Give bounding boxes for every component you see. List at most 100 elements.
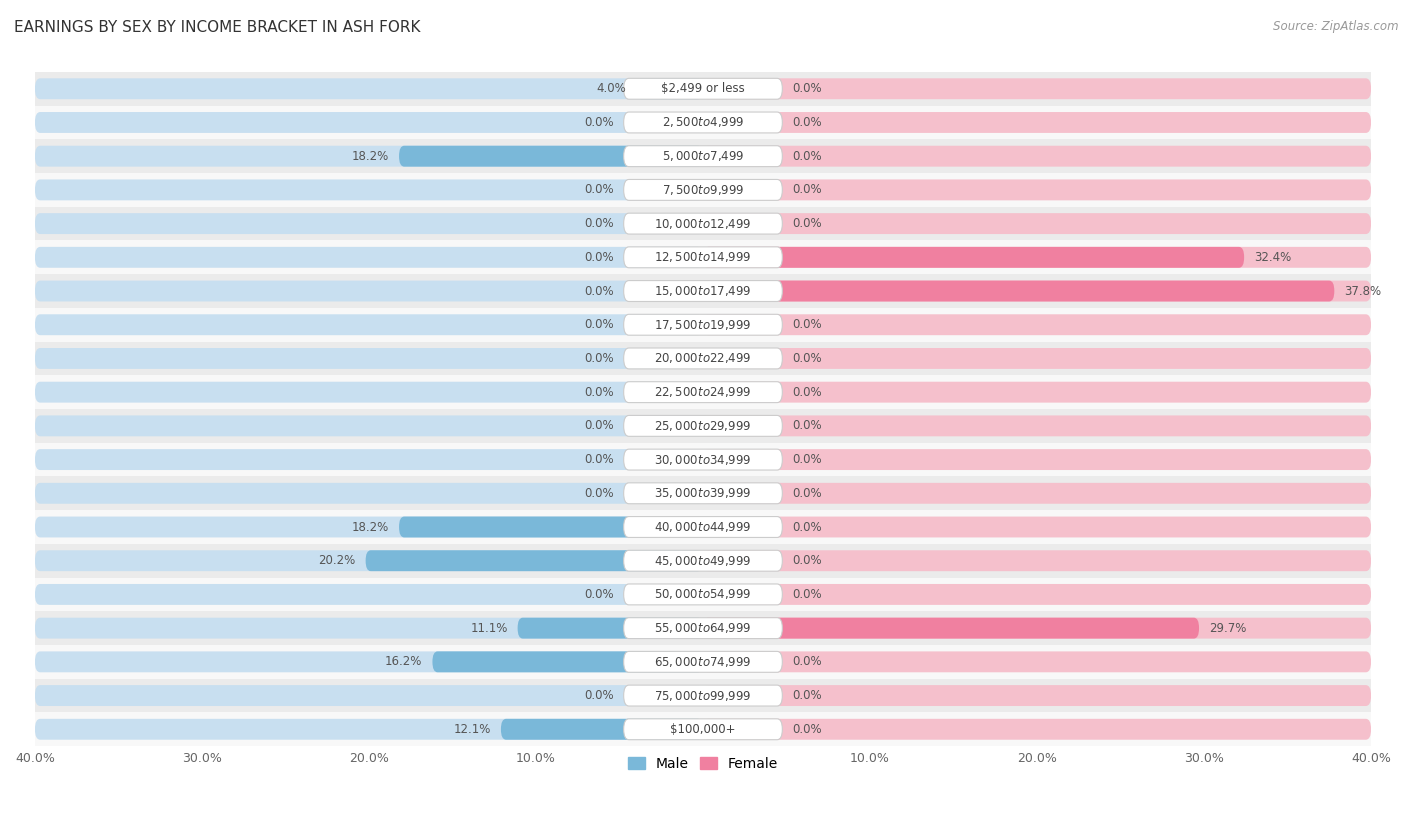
- Text: 0.0%: 0.0%: [793, 318, 823, 331]
- Bar: [35, 376, 1371, 409]
- Text: $2,499 or less: $2,499 or less: [661, 82, 745, 95]
- FancyBboxPatch shape: [703, 112, 1371, 133]
- Text: 0.0%: 0.0%: [583, 184, 613, 197]
- Text: $5,000 to $7,499: $5,000 to $7,499: [662, 150, 744, 163]
- Text: 0.0%: 0.0%: [793, 554, 823, 567]
- FancyBboxPatch shape: [703, 651, 1371, 672]
- FancyBboxPatch shape: [703, 685, 1371, 706]
- Text: $10,000 to $12,499: $10,000 to $12,499: [654, 216, 752, 231]
- FancyBboxPatch shape: [624, 483, 782, 504]
- FancyBboxPatch shape: [624, 180, 782, 200]
- FancyBboxPatch shape: [501, 719, 703, 740]
- FancyBboxPatch shape: [703, 584, 1371, 605]
- Text: $40,000 to $44,999: $40,000 to $44,999: [654, 520, 752, 534]
- Text: $7,500 to $9,999: $7,500 to $9,999: [662, 183, 744, 197]
- Text: 0.0%: 0.0%: [793, 150, 823, 163]
- Bar: [35, 409, 1371, 443]
- Bar: [35, 241, 1371, 274]
- Text: 0.0%: 0.0%: [793, 588, 823, 601]
- FancyBboxPatch shape: [624, 719, 782, 740]
- Text: 0.0%: 0.0%: [793, 487, 823, 500]
- FancyBboxPatch shape: [35, 78, 703, 99]
- Text: 12.1%: 12.1%: [454, 723, 491, 736]
- Text: EARNINGS BY SEX BY INCOME BRACKET IN ASH FORK: EARNINGS BY SEX BY INCOME BRACKET IN ASH…: [14, 20, 420, 35]
- Text: 20.2%: 20.2%: [318, 554, 356, 567]
- Text: 0.0%: 0.0%: [583, 588, 613, 601]
- FancyBboxPatch shape: [624, 146, 782, 167]
- Text: $35,000 to $39,999: $35,000 to $39,999: [654, 486, 752, 500]
- FancyBboxPatch shape: [703, 247, 1244, 267]
- Text: 0.0%: 0.0%: [583, 352, 613, 365]
- Text: 0.0%: 0.0%: [793, 116, 823, 129]
- Text: 0.0%: 0.0%: [793, 655, 823, 668]
- Bar: [35, 611, 1371, 645]
- Bar: [35, 712, 1371, 746]
- FancyBboxPatch shape: [703, 280, 1371, 302]
- FancyBboxPatch shape: [703, 280, 1334, 302]
- Text: 18.2%: 18.2%: [352, 520, 389, 533]
- FancyBboxPatch shape: [35, 483, 703, 504]
- Text: $30,000 to $34,999: $30,000 to $34,999: [654, 453, 752, 467]
- FancyBboxPatch shape: [624, 382, 782, 402]
- FancyBboxPatch shape: [703, 618, 1199, 638]
- Bar: [35, 72, 1371, 106]
- FancyBboxPatch shape: [624, 415, 782, 437]
- Bar: [35, 106, 1371, 139]
- Text: 0.0%: 0.0%: [583, 453, 613, 466]
- FancyBboxPatch shape: [35, 516, 703, 537]
- FancyBboxPatch shape: [703, 618, 1371, 638]
- Text: $25,000 to $29,999: $25,000 to $29,999: [654, 419, 752, 433]
- FancyBboxPatch shape: [35, 112, 703, 133]
- Text: 4.0%: 4.0%: [596, 82, 626, 95]
- Text: 32.4%: 32.4%: [1254, 251, 1291, 264]
- FancyBboxPatch shape: [624, 280, 782, 302]
- Bar: [35, 443, 1371, 476]
- FancyBboxPatch shape: [703, 516, 1371, 537]
- Bar: [35, 544, 1371, 577]
- Text: 0.0%: 0.0%: [793, 420, 823, 433]
- Text: 0.0%: 0.0%: [583, 217, 613, 230]
- Text: 29.7%: 29.7%: [1209, 622, 1247, 635]
- FancyBboxPatch shape: [624, 315, 782, 335]
- FancyBboxPatch shape: [624, 685, 782, 706]
- FancyBboxPatch shape: [35, 280, 703, 302]
- FancyBboxPatch shape: [703, 382, 1371, 402]
- FancyBboxPatch shape: [35, 618, 703, 638]
- Text: 0.0%: 0.0%: [793, 184, 823, 197]
- Text: 18.2%: 18.2%: [352, 150, 389, 163]
- FancyBboxPatch shape: [703, 415, 1371, 437]
- Text: Source: ZipAtlas.com: Source: ZipAtlas.com: [1274, 20, 1399, 33]
- Text: 0.0%: 0.0%: [583, 689, 613, 702]
- FancyBboxPatch shape: [703, 146, 1371, 167]
- Text: $65,000 to $74,999: $65,000 to $74,999: [654, 654, 752, 669]
- FancyBboxPatch shape: [35, 348, 703, 369]
- Text: 0.0%: 0.0%: [583, 285, 613, 298]
- FancyBboxPatch shape: [35, 651, 703, 672]
- FancyBboxPatch shape: [517, 618, 703, 638]
- Text: 0.0%: 0.0%: [583, 116, 613, 129]
- FancyBboxPatch shape: [624, 516, 782, 537]
- Text: $100,000+: $100,000+: [671, 723, 735, 736]
- FancyBboxPatch shape: [624, 112, 782, 133]
- Text: $15,000 to $17,499: $15,000 to $17,499: [654, 284, 752, 298]
- FancyBboxPatch shape: [35, 685, 703, 706]
- Text: 0.0%: 0.0%: [793, 217, 823, 230]
- Text: 0.0%: 0.0%: [583, 487, 613, 500]
- FancyBboxPatch shape: [703, 719, 1371, 740]
- FancyBboxPatch shape: [703, 180, 1371, 200]
- FancyBboxPatch shape: [703, 247, 1371, 267]
- Text: 0.0%: 0.0%: [583, 251, 613, 264]
- Bar: [35, 173, 1371, 207]
- Bar: [35, 207, 1371, 241]
- Text: $2,500 to $4,999: $2,500 to $4,999: [662, 115, 744, 129]
- Bar: [35, 139, 1371, 173]
- FancyBboxPatch shape: [624, 449, 782, 470]
- FancyBboxPatch shape: [624, 584, 782, 605]
- FancyBboxPatch shape: [624, 651, 782, 672]
- Text: 0.0%: 0.0%: [583, 420, 613, 433]
- Bar: [35, 476, 1371, 510]
- Bar: [35, 679, 1371, 712]
- FancyBboxPatch shape: [35, 213, 703, 234]
- FancyBboxPatch shape: [703, 449, 1371, 470]
- FancyBboxPatch shape: [35, 584, 703, 605]
